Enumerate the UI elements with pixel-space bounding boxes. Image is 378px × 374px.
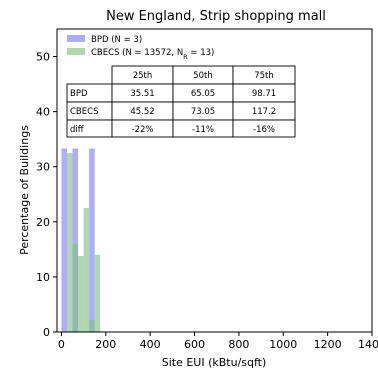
table-header: 75th — [254, 71, 274, 81]
chart-title: New England, Strip shopping mall — [106, 9, 326, 24]
bar-series1-bin1 — [61, 148, 67, 332]
table-value: BPD — [70, 89, 88, 99]
bar-series2-bin1 — [66, 152, 73, 332]
x-tick-label: 0 — [58, 338, 65, 351]
table-value: -11% — [192, 125, 214, 135]
x-tick-label: 800 — [228, 338, 249, 351]
table-header: 25th — [133, 71, 153, 81]
table-value: 117.2 — [252, 107, 276, 117]
plot-frame — [56, 28, 373, 333]
bar-series2-bin4 — [83, 208, 90, 332]
bar-series2-bin2 — [72, 243, 79, 332]
bar-series2-bin5 — [89, 319, 95, 332]
y-tick-label: 40 — [36, 106, 50, 119]
legend-label-1: BPD (N = 3) — [91, 35, 142, 45]
bar-series2-bin6 — [94, 254, 101, 332]
y-axis-label: Percentage of Buildings — [18, 125, 31, 255]
x-tick-label: 200 — [95, 338, 116, 351]
x-tick-label: 600 — [184, 338, 205, 351]
x-tick-label: 1000 — [269, 338, 297, 351]
x-axis-label: Site EUI (kBtu/sqft) — [162, 356, 267, 369]
table-value: -22% — [132, 125, 154, 135]
bar-series1-bin2 — [72, 148, 79, 332]
y-tick-label: 50 — [36, 51, 50, 64]
table-value: 98.71 — [252, 89, 276, 99]
x-tick-label: 400 — [140, 338, 161, 351]
table-value: -16% — [253, 125, 275, 135]
table-value: 65.05 — [191, 89, 215, 99]
table-cell — [232, 119, 296, 138]
table-value: 73.05 — [191, 107, 215, 117]
y-tick-label: 0 — [43, 326, 50, 339]
table-value: 35.51 — [130, 89, 154, 99]
legend-label-2: CBECS (N = 13572, NR = 13) — [91, 48, 214, 61]
x-tick-label: 1200 — [314, 338, 342, 351]
table-value: CBECS — [70, 107, 98, 117]
legend-swatch-1 — [67, 35, 85, 42]
y-tick-label: 10 — [36, 271, 50, 284]
table-value: 45.52 — [130, 107, 154, 117]
bar-series2-bin3 — [78, 255, 84, 332]
y-tick-label: 20 — [36, 216, 50, 229]
y-tick-label: 30 — [36, 161, 50, 174]
bar-series1-bin3 — [89, 148, 95, 332]
legend-swatch-2 — [67, 48, 85, 55]
table-header: 50th — [193, 71, 213, 81]
table-value: diff — [70, 125, 85, 135]
